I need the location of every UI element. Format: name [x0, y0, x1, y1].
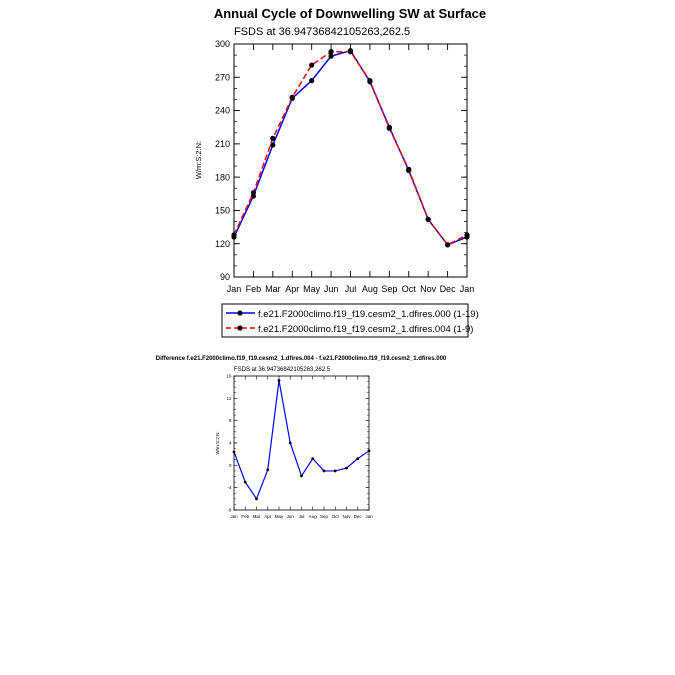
y-tick-label: 120	[215, 239, 230, 249]
main-y-axis: 90 120 150 180 210 240 270 300	[215, 39, 467, 282]
x-tick-label: Jun	[324, 284, 339, 294]
legend-box	[221, 303, 469, 338]
series-2-point	[309, 62, 315, 68]
diff-y-axis: -8 -4 0 4 8 12 16	[226, 374, 369, 513]
series-1-point	[356, 457, 360, 461]
x-tick-label: Dec	[354, 514, 363, 519]
y-tick-label: 16	[226, 374, 232, 379]
series-1-point	[311, 457, 315, 461]
legend: f.e21.F2000climo.f19_f19.cesm2_1.dfires.…	[221, 303, 479, 338]
legend-label-1: f.e21.F2000climo.f19_f19.cesm2_1.dfires.…	[258, 309, 479, 320]
series-1-point	[322, 469, 326, 473]
legend-marker-1	[237, 310, 243, 316]
series-2-point	[328, 49, 334, 55]
series-1-point	[243, 480, 247, 484]
series-1-point	[288, 441, 292, 445]
x-tick-label: Jan	[227, 284, 242, 294]
x-tick-label: Sep	[381, 284, 397, 294]
diff-chart: Difference f.e21.F2000climo.f19_f19.cesm…	[156, 356, 447, 519]
series-line-2	[233, 51, 468, 246]
main-plot-frame	[233, 43, 468, 278]
x-tick-label: Mar	[265, 284, 281, 294]
main-chart-ylabel: W/m:S:2:N:	[194, 141, 203, 179]
main-x-axis: Jan Feb Mar Apr May Jun Jul Aug Sep Oct Nov Dec Jan	[227, 44, 475, 294]
x-tick-label: May	[303, 284, 321, 294]
y-tick-label: 150	[215, 206, 230, 216]
x-tick-label: Jan	[365, 514, 373, 519]
series-1-point	[333, 469, 337, 473]
series-2-point	[367, 78, 373, 84]
series-1-point	[255, 497, 258, 501]
series-1-point	[309, 78, 315, 84]
x-tick-label: Aug	[309, 514, 318, 519]
series-2-point	[250, 190, 257, 196]
legend-marker-2	[237, 325, 243, 331]
y-tick-label: 0	[229, 463, 232, 468]
diff-chart-subtitle: FSDS at 36.94736842105263,262.5	[234, 367, 331, 373]
series-2-point	[270, 135, 276, 141]
diff-chart-title: Difference f.e21.F2000climo.f19_f19.cesm…	[156, 356, 447, 362]
series-2-point	[231, 232, 237, 238]
x-tick-label: Aug	[362, 284, 378, 294]
series-2-point	[289, 94, 295, 100]
series-1-point	[345, 466, 348, 470]
x-tick-label: Jul	[299, 514, 305, 519]
x-tick-label: Mar	[253, 514, 261, 519]
x-tick-label: Jan	[230, 514, 238, 519]
y-tick-label: 90	[220, 272, 230, 282]
series-1-point	[232, 450, 236, 454]
x-tick-label: Nov	[342, 514, 351, 519]
main-series	[231, 48, 470, 248]
x-tick-label: Jan	[460, 284, 475, 294]
series-2-point	[464, 232, 470, 238]
y-tick-label: 12	[226, 396, 232, 401]
diff-chart-ylabel: W/m:S:2:N:	[215, 431, 220, 454]
y-tick-label: 4	[229, 441, 232, 446]
series-1-point	[367, 449, 371, 453]
series-1-point	[277, 379, 281, 382]
x-tick-label: Feb	[241, 514, 249, 519]
y-tick-label: 8	[229, 418, 232, 423]
y-tick-label: -4	[227, 485, 231, 490]
legend-label-2: f.e21.F2000climo.f19_f19.cesm2_1.dfires.…	[258, 324, 473, 335]
diff-series	[232, 379, 371, 501]
series-2-point	[386, 125, 392, 131]
x-tick-label: May	[275, 514, 284, 519]
series-1-point	[266, 468, 270, 472]
series-line-1	[233, 380, 370, 501]
x-tick-label: Sep	[320, 514, 329, 519]
series-2-point	[425, 216, 431, 222]
x-tick-label: Oct	[332, 514, 340, 519]
diff-x-axis: Jan Feb Mar Apr May Jun Jul Aug Sep Oct Nov Dec Jan	[230, 376, 373, 519]
series-2-point	[406, 166, 412, 172]
x-tick-label: Apr	[264, 514, 272, 519]
x-tick-label: Oct	[402, 284, 417, 294]
series-2-point	[444, 242, 451, 248]
diff-plot-frame	[233, 375, 370, 511]
series-1-point	[300, 474, 303, 478]
x-tick-label: Feb	[246, 284, 262, 294]
x-tick-label: Jun	[287, 514, 295, 519]
y-tick-label: 210	[215, 139, 230, 149]
y-tick-label: 240	[215, 106, 230, 116]
x-tick-label: Jul	[345, 284, 357, 294]
x-tick-label: Apr	[285, 284, 299, 294]
y-tick-label: 300	[215, 39, 230, 49]
y-tick-label: 270	[215, 72, 230, 82]
x-tick-label: Nov	[420, 284, 437, 294]
series-1-point	[270, 142, 276, 148]
series-2-point	[347, 49, 354, 55]
main-chart-subtitle: FSDS at 36.94736842105263,262.5	[234, 26, 410, 38]
main-chart: Annual Cycle of Downwelling SW at Surfac…	[194, 6, 486, 294]
y-tick-label: 180	[215, 172, 230, 182]
y-tick-label: -8	[227, 508, 231, 513]
series-1-point	[328, 53, 334, 59]
main-chart-title: Annual Cycle of Downwelling SW at Surfac…	[214, 6, 486, 21]
x-tick-label: Dec	[440, 284, 457, 294]
